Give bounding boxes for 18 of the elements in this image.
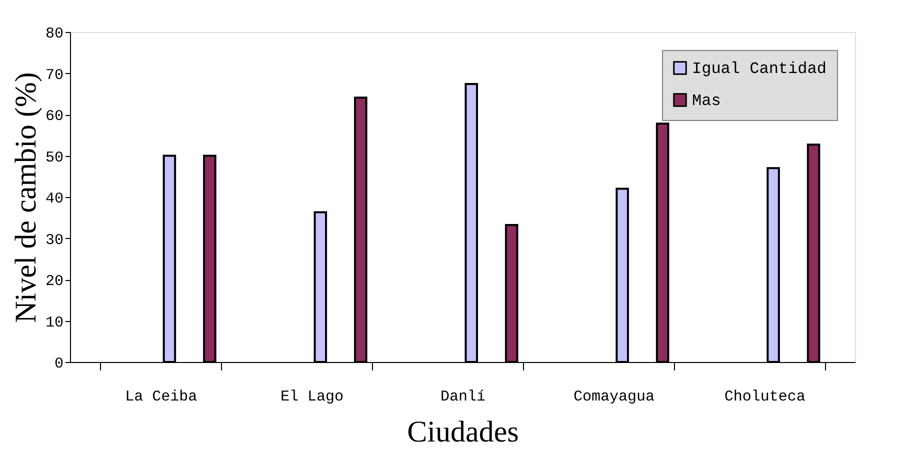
x-tick-label: Choluteca — [724, 388, 806, 406]
y-tick-label: 60 — [45, 108, 64, 125]
legend-label: Mas — [692, 92, 721, 110]
y-tick-label: 30 — [45, 232, 64, 249]
x-tick-label: Comayagua — [573, 388, 654, 406]
legend-label: Igual Cantidad — [692, 60, 826, 78]
y-axis-title: Nivel de cambio (%) — [9, 72, 42, 323]
y-tick-label: 40 — [45, 190, 64, 208]
y-tick-label: 10 — [45, 314, 64, 332]
y-tick-label: 50 — [45, 149, 64, 166]
x-tick-label: Danlí — [440, 388, 486, 406]
y-tick-label: 70 — [45, 66, 64, 84]
y-tick-label: 0 — [54, 356, 64, 372]
x-tick-label: La Ceiba — [125, 388, 198, 406]
y-tick-label: 20 — [45, 273, 64, 290]
x-axis-title: Ciudades — [407, 416, 519, 448]
x-tick-label: El Lago — [280, 388, 344, 406]
y-tick-label: 80 — [45, 26, 64, 42]
